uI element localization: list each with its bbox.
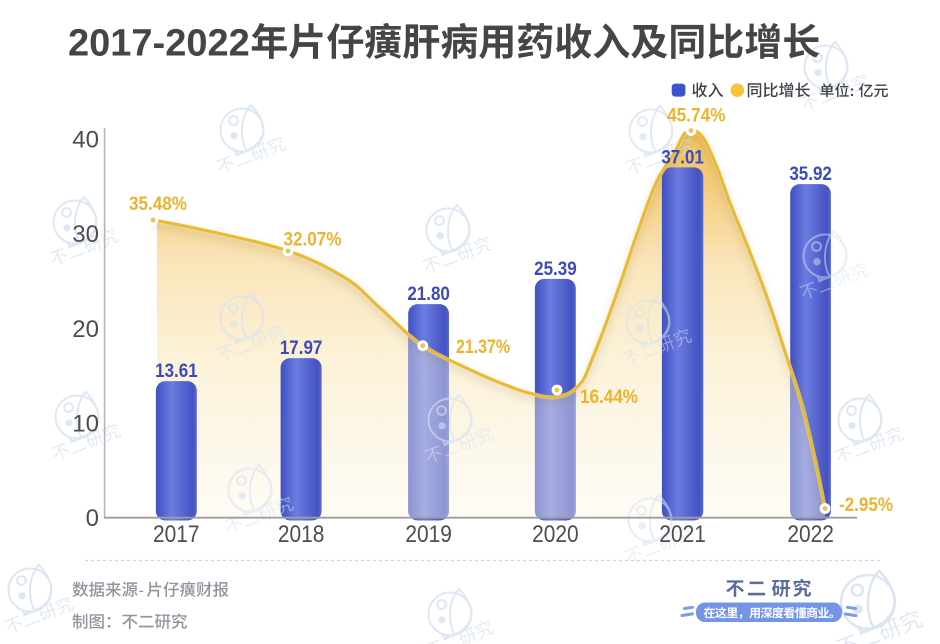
- svg-text:21.37%: 21.37%: [456, 337, 510, 358]
- svg-text:30: 30: [72, 221, 99, 248]
- svg-text:13.61: 13.61: [155, 361, 198, 382]
- svg-text:32.07%: 32.07%: [284, 230, 342, 251]
- svg-text:45.74%: 45.74%: [667, 106, 726, 127]
- svg-text:20: 20: [72, 316, 99, 343]
- svg-text:10: 10: [72, 411, 99, 438]
- svg-text:16.44%: 16.44%: [580, 387, 638, 408]
- svg-text:0: 0: [86, 505, 99, 532]
- svg-text::: :: [850, 83, 855, 100]
- svg-text:25.39: 25.39: [534, 259, 577, 280]
- svg-text:35.92: 35.92: [789, 164, 832, 185]
- svg-text:2018: 2018: [278, 521, 325, 548]
- svg-text:2021: 2021: [659, 521, 706, 548]
- svg-text:17.97: 17.97: [280, 338, 323, 359]
- svg-text:-: -: [139, 583, 144, 600]
- svg-text:2022: 2022: [787, 521, 834, 548]
- svg-text:2017: 2017: [153, 521, 200, 548]
- svg-text:40: 40: [72, 126, 99, 153]
- svg-text:35.48%: 35.48%: [129, 194, 187, 215]
- svg-text:2017-2022: 2017-2022: [68, 22, 250, 64]
- svg-text:-2.95%: -2.95%: [839, 495, 893, 516]
- svg-text:37.01: 37.01: [661, 147, 704, 168]
- svg-text:2019: 2019: [405, 521, 452, 548]
- svg-text:21.80: 21.80: [407, 284, 450, 305]
- svg-text:2020: 2020: [532, 521, 579, 548]
